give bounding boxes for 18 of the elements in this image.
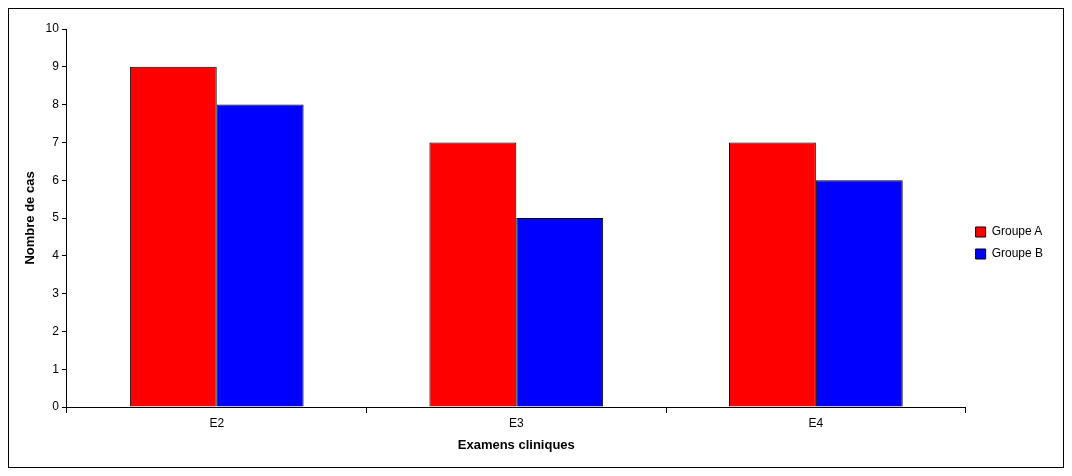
y-tick-label: 8 [52, 96, 60, 111]
y-tick-label: 4 [52, 248, 60, 263]
y-tick-label: 1 [52, 361, 60, 376]
y-tick-label: 3 [52, 285, 60, 300]
x-tick-label: E4 [808, 415, 824, 430]
y-tick-label: 5 [52, 210, 60, 225]
legend-label: Groupe A [991, 224, 1043, 239]
y-tick-label: 6 [52, 172, 60, 187]
y-tick-label: 2 [52, 323, 60, 338]
legend-label: Groupe B [991, 246, 1044, 261]
y-tick-label: 7 [52, 134, 60, 149]
y-axis-title: Nombre de cas [22, 171, 38, 265]
y-tick-label: 0 [52, 399, 60, 414]
x-axis-title: Examens cliniques [457, 436, 575, 452]
x-tick-label: E2 [209, 415, 225, 430]
x-tick-label: E3 [508, 415, 524, 430]
y-tick-label: 9 [52, 59, 60, 74]
y-tick-label: 10 [45, 21, 60, 36]
